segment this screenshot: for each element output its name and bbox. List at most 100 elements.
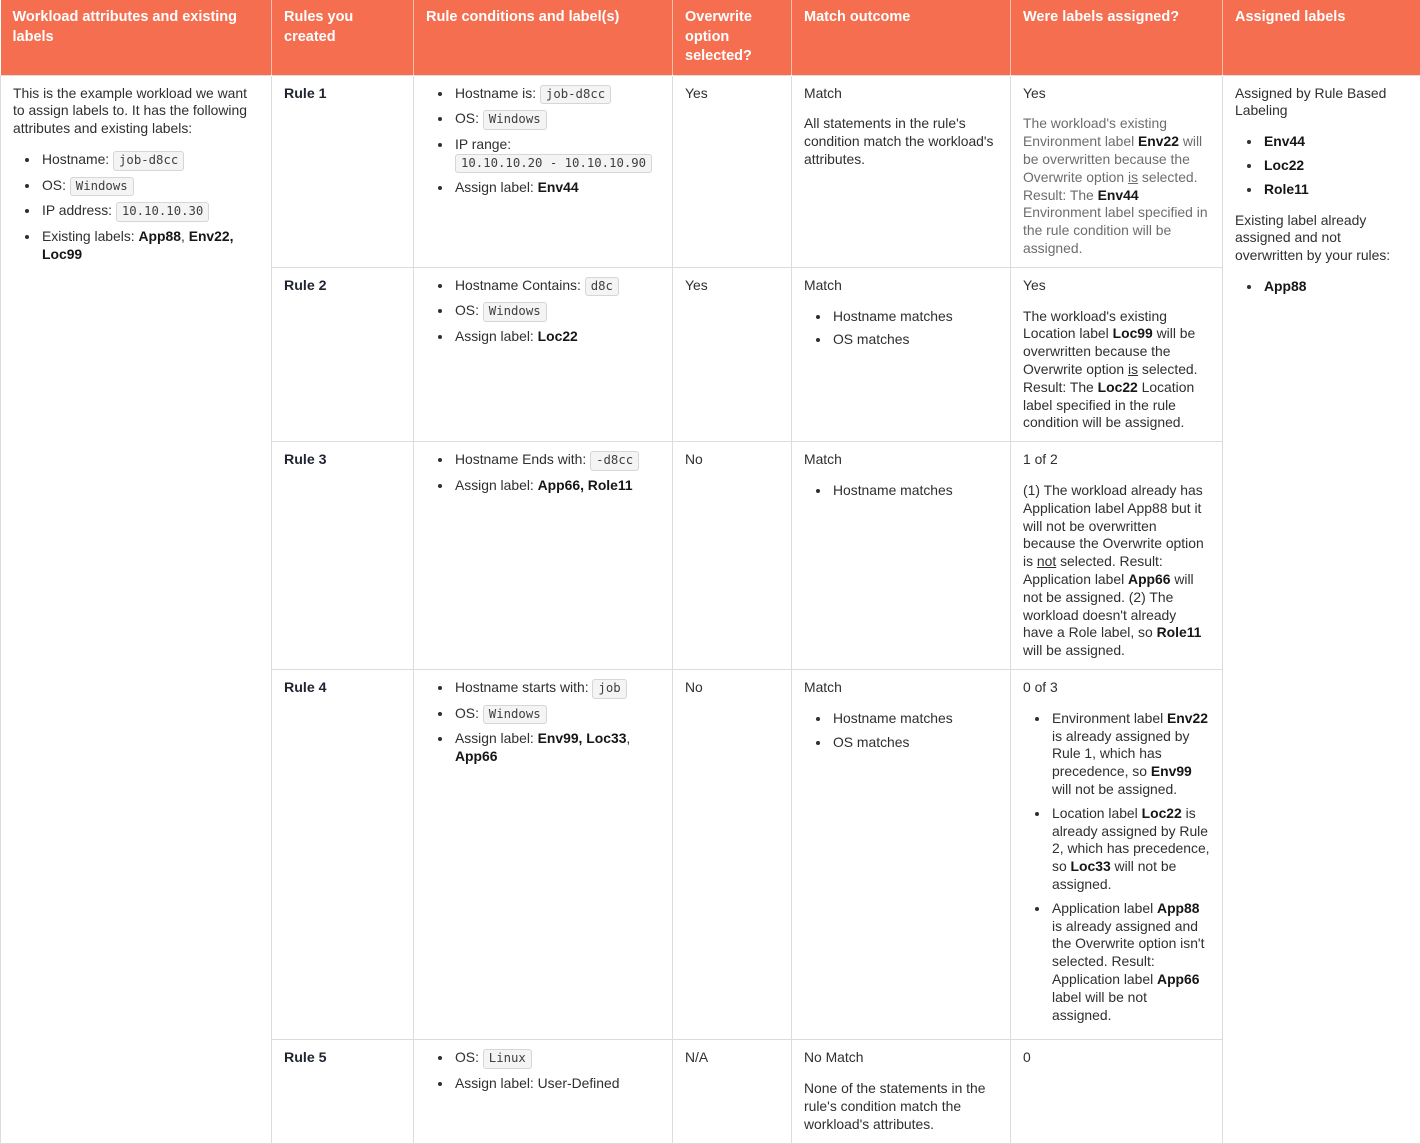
rule-3-conditions-cell: Hostname Ends with: -d8cc Assign label: …: [414, 442, 673, 670]
rule-5-overwrite-cell: N/A: [673, 1040, 792, 1143]
code-chip: Windows: [70, 177, 134, 197]
match-items-list: Hostname matches: [804, 482, 998, 500]
rule-1-match-outcome-cell: Match All statements in the rule's condi…: [792, 75, 1011, 267]
workload-os-item: OS: Windows: [40, 177, 259, 197]
overwrite-value: No: [685, 679, 779, 697]
match-item: Hostname matches: [831, 710, 998, 728]
code-chip: -d8cc: [590, 451, 639, 471]
column-header-rule-conditions: Rule conditions and label(s): [414, 0, 673, 75]
labels-assigned-description: The workload's existing Environment labe…: [1023, 115, 1210, 257]
assigned-labels-heading: Assigned by Rule Based Labeling: [1235, 85, 1408, 121]
rule-2-conditions-cell: Hostname Contains: d8c OS: Windows Assig…: [414, 267, 673, 441]
rule-3-labels-assigned-cell: 1 of 2 (1) The workload already has Appl…: [1011, 442, 1223, 670]
column-header-rules-created: Rules you created: [272, 0, 414, 75]
overwrite-value: Yes: [685, 85, 779, 103]
match-title: Match: [804, 679, 998, 697]
match-title: No Match: [804, 1049, 998, 1067]
match-item: Hostname matches: [831, 308, 998, 326]
match-title: Match: [804, 277, 998, 295]
rule-4-conditions-cell: Hostname starts with: job OS: Windows As…: [414, 670, 673, 1040]
condition-item: OS: Linux: [453, 1049, 660, 1069]
condition-item: Hostname is: job-d8cc: [453, 85, 660, 105]
overwrite-value: No: [685, 451, 779, 469]
labels-assigned-reason: Location label Loc22 is already assigned…: [1050, 805, 1210, 894]
labels-assigned-title: Yes: [1023, 277, 1210, 295]
assigned-label-item: Loc22: [1262, 157, 1408, 175]
rule-4-overwrite-cell: No: [673, 670, 792, 1040]
workload-existing-labels-item: Existing labels: App88, Env22, Loc99: [40, 228, 259, 264]
labels-assigned-description: (1) The workload already has Application…: [1023, 482, 1210, 660]
labels-assigned-title: 0 of 3: [1023, 679, 1210, 697]
rule-5-name-cell: Rule 5: [272, 1040, 414, 1143]
condition-item: Assign label: Loc22: [453, 328, 660, 346]
condition-item: IP range: 10.10.10.20 - 10.10.10.90: [453, 136, 660, 173]
existing-label-item: App88: [1262, 278, 1408, 296]
assigned-labels-list: Env44 Loc22 Role11: [1235, 133, 1408, 198]
code-chip: Windows: [483, 705, 547, 725]
condition-item: Hostname Contains: d8c: [453, 277, 660, 297]
column-header-overwrite-option: Overwrite option selected?: [673, 0, 792, 75]
condition-item: Assign label: Env99, Loc33, App66: [453, 730, 660, 766]
labels-assigned-title: Yes: [1023, 85, 1210, 103]
labels-assigned-reason: Application label App88 is already assig…: [1050, 900, 1210, 1025]
rule-1-name-cell: Rule 1: [272, 75, 414, 267]
column-header-workload-attributes: Workload attributes and existing labels: [1, 0, 272, 75]
code-chip: 10.10.10.20 - 10.10.10.90: [455, 154, 652, 174]
code-chip: job-d8cc: [113, 151, 184, 171]
labels-assigned-reason: Environment label Env22 is already assig…: [1050, 710, 1210, 799]
rule-3-match-outcome-cell: Match Hostname matches: [792, 442, 1011, 670]
condition-item: Assign label: User-Defined: [453, 1075, 660, 1093]
overwrite-value: Yes: [685, 277, 779, 295]
condition-item: Hostname starts with: job: [453, 679, 660, 699]
workload-hostname-item: Hostname: job-d8cc: [40, 151, 259, 171]
code-chip: d8c: [585, 277, 619, 297]
rule-1-conditions-list: Hostname is: job-d8cc OS: Windows IP ran…: [426, 85, 660, 197]
assigned-label-item: Role11: [1262, 181, 1408, 199]
condition-item: Assign label: App66, Role11: [453, 477, 660, 495]
rule-3-overwrite-cell: No: [673, 442, 792, 670]
existing-labels-heading: Existing label already assigned and not …: [1235, 212, 1408, 265]
rule-3-name-cell: Rule 3: [272, 442, 414, 670]
code-chip: Windows: [483, 110, 547, 130]
condition-item: Hostname Ends with: -d8cc: [453, 451, 660, 471]
workload-attributes-list: Hostname: job-d8cc OS: Windows IP addres…: [13, 151, 259, 263]
match-items-list: Hostname matches OS matches: [804, 308, 998, 350]
workload-attributes-cell: This is the example workload we want to …: [1, 75, 272, 1143]
labels-assigned-reasons-list: Environment label Env22 is already assig…: [1023, 710, 1210, 1025]
condition-item: OS: Windows: [453, 110, 660, 130]
rule-2-conditions-list: Hostname Contains: d8c OS: Windows Assig…: [426, 277, 660, 346]
rule-2-overwrite-cell: Yes: [673, 267, 792, 441]
column-header-assigned-labels: Assigned labels: [1223, 0, 1420, 75]
existing-labels-list: App88: [1235, 278, 1408, 296]
match-title: Match: [804, 451, 998, 469]
rule-3-conditions-list: Hostname Ends with: -d8cc Assign label: …: [426, 451, 660, 494]
rule-4-name-cell: Rule 4: [272, 670, 414, 1040]
rule-5-conditions-list: OS: Linux Assign label: User-Defined: [426, 1049, 660, 1092]
workload-intro-text: This is the example workload we want to …: [13, 85, 259, 138]
match-item: Hostname matches: [831, 482, 998, 500]
rule-4-labels-assigned-cell: 0 of 3 Environment label Env22 is alread…: [1011, 670, 1223, 1040]
match-item: OS matches: [831, 331, 998, 349]
rule-5-labels-assigned-cell: 0: [1011, 1040, 1223, 1143]
rule-5-match-outcome-cell: No Match None of the statements in the r…: [792, 1040, 1011, 1143]
rule-4-conditions-list: Hostname starts with: job OS: Windows As…: [426, 679, 660, 766]
assigned-labels-cell: Assigned by Rule Based Labeling Env44 Lo…: [1223, 75, 1420, 1143]
code-chip: Windows: [483, 302, 547, 322]
labels-assigned-description: The workload's existing Location label L…: [1023, 308, 1210, 433]
code-chip: 10.10.10.30: [116, 202, 209, 222]
code-chip: job-d8cc: [540, 85, 611, 105]
rule-2-match-outcome-cell: Match Hostname matches OS matches: [792, 267, 1011, 441]
code-chip: Linux: [483, 1049, 532, 1069]
rule-1-row: This is the example workload we want to …: [1, 75, 1420, 267]
condition-item: Assign label: Env44: [453, 179, 660, 197]
condition-item: OS: Windows: [453, 705, 660, 725]
match-description: None of the statements in the rule's con…: [804, 1080, 998, 1133]
column-header-match-outcome: Match outcome: [792, 0, 1011, 75]
match-items-list: Hostname matches OS matches: [804, 710, 998, 752]
rule-1-overwrite-cell: Yes: [673, 75, 792, 267]
header-row: Workload attributes and existing labels …: [1, 0, 1420, 75]
assigned-label-item: Env44: [1262, 133, 1408, 151]
rule-1-conditions-cell: Hostname is: job-d8cc OS: Windows IP ran…: [414, 75, 673, 267]
workload-ip-item: IP address: 10.10.10.30: [40, 202, 259, 222]
match-title: Match: [804, 85, 998, 103]
